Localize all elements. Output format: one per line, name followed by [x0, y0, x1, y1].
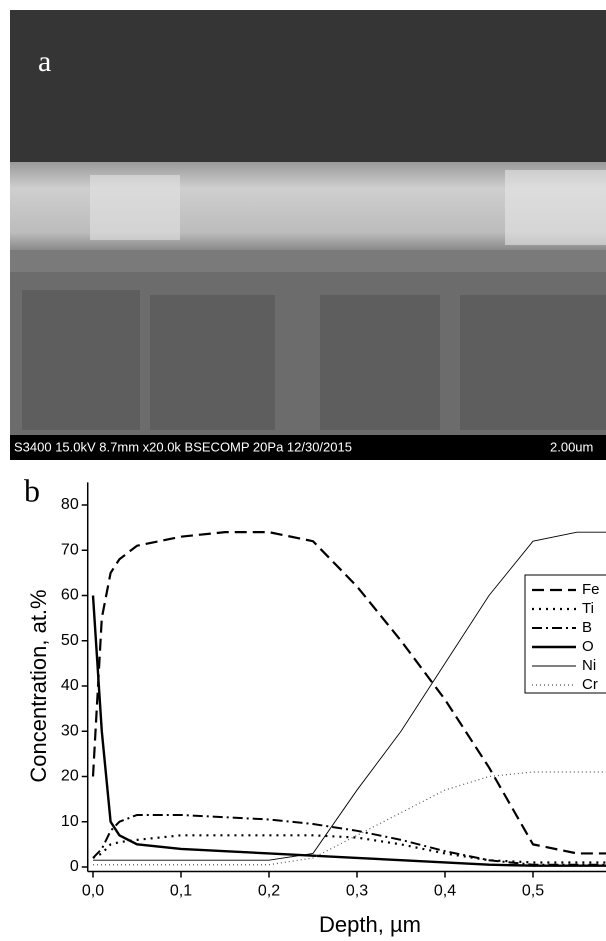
y-axis-label: Concentration, at.%	[26, 589, 51, 782]
x-tick-label: 0,5	[522, 883, 544, 900]
legend-label: O	[582, 638, 594, 655]
sem-patch	[320, 295, 440, 430]
panel-label: a	[38, 45, 51, 78]
x-tick-label: 0,1	[170, 883, 192, 900]
series-line	[91, 531, 606, 855]
series-line	[92, 813, 606, 866]
y-tick-label: 0	[70, 858, 79, 875]
panel-label: b	[24, 472, 40, 508]
sem-top	[10, 10, 606, 162]
y-tick-label: 10	[61, 813, 79, 830]
series-line	[91, 595, 606, 867]
sem-patch	[22, 290, 140, 430]
legend: Fe Ti BO Ni Cr	[524, 574, 606, 694]
y-tick-label: 60	[61, 587, 79, 604]
sem-scale: 2.00um	[550, 439, 593, 454]
legend-label: Fe	[582, 581, 600, 598]
x-axis-label: Depth, µm	[319, 912, 421, 937]
x-tick-label: 0,0	[82, 883, 104, 900]
sem-grain	[505, 170, 606, 245]
legend-label: Ti	[582, 600, 594, 617]
sem-info: S3400 15.0kV 8.7mm x20.0k BSECOMP 20Pa 1…	[14, 439, 352, 454]
x-tick-label: 0,4	[434, 883, 456, 900]
y-tick-label: 30	[61, 722, 79, 739]
y-tick-label: 50	[61, 632, 79, 649]
legend-label: B	[582, 619, 592, 636]
legend-label: Cr	[582, 676, 598, 693]
sem-grain	[90, 175, 180, 240]
plot: 010203040506070800,00,10,20,30,40,50,6Fe…	[61, 482, 606, 900]
series-line	[93, 771, 606, 866]
x-tick-label: 0,2	[258, 883, 280, 900]
sem-info-bar	[10, 435, 606, 460]
y-tick-label: 40	[61, 677, 79, 694]
legend-label: Ni	[582, 657, 596, 674]
sem-interface	[10, 250, 606, 272]
y-tick-label: 80	[61, 496, 79, 513]
x-tick-label: 0,3	[346, 883, 368, 900]
sem-patch	[460, 295, 606, 430]
y-tick-label: 20	[61, 768, 79, 785]
sem-patch	[150, 295, 275, 430]
sem-image: S3400 15.0kV 8.7mm x20.0k BSECOMP 20Pa 1…	[10, 10, 606, 460]
y-tick-label: 70	[61, 541, 79, 558]
series-line	[93, 531, 606, 861]
legend-box	[524, 574, 606, 694]
series-line	[92, 834, 606, 864]
